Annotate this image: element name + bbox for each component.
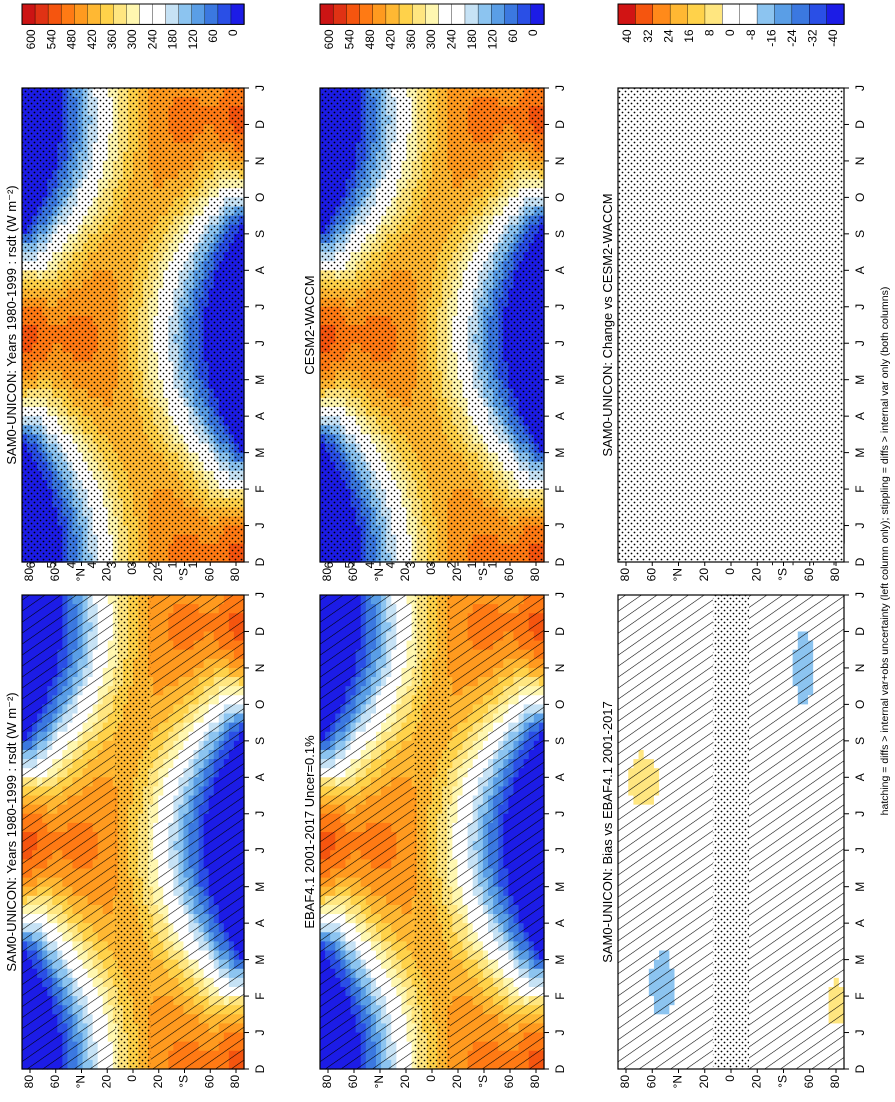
lat-tick-label: °S (177, 1075, 191, 1088)
panel-title: EBAF4.1 2001-2017 Uncer=0.1% (302, 735, 317, 929)
month-tick-label: J (253, 1030, 267, 1036)
month-tick-label: A (253, 773, 267, 781)
month-tick-label: A (553, 919, 567, 927)
month-tick-label: M (553, 955, 567, 965)
panel-p_model_left: D J F M A M J J A S O N D J 80 60 °N 20 0 20 °S 60 80 SAM0-UNIC… (4, 522, 267, 1089)
lat-tick-label: 80 (22, 1075, 36, 1089)
hatching-north (22, 595, 116, 1069)
lat-tick-label: 80 (528, 1075, 542, 1089)
month-tick-label: J (553, 1030, 567, 1036)
month-tick-label: O (553, 700, 567, 709)
month-tick-label: F (253, 992, 267, 999)
lat-tick-label: °S (476, 1075, 490, 1088)
month-tick-label: A (253, 919, 267, 927)
month-tick-label: S (253, 737, 267, 745)
lat-tick-label: 0 (125, 1075, 139, 1082)
lat-tick-label: 60 (346, 1075, 360, 1089)
month-tick-label: J (253, 847, 267, 853)
lat-tick-label: 60 (502, 1075, 516, 1089)
stippling (414, 595, 450, 1069)
panel-p_obs: D J F M A M J J A S O N D J 80 60 °N 20 0 20 °S 60 80 EBAF4.1 2… (302, 522, 567, 1089)
month-tick-label: J (253, 811, 267, 817)
month-tick-label: A (553, 773, 567, 781)
month-tick-label: J (553, 847, 567, 853)
lat-tick-label: 60 (48, 1075, 62, 1089)
lat-tick-label: °N (74, 1075, 88, 1088)
lat-tick-label: 0 (424, 1075, 438, 1082)
month-tick-label: D (253, 1064, 267, 1073)
month-tick-label: D (253, 627, 267, 636)
hatching-south (449, 595, 544, 1069)
month-tick-label: D (553, 627, 567, 636)
lat-tick-label: 80 (320, 1075, 334, 1089)
hatching-south (150, 595, 244, 1069)
month-tick-label: J (553, 811, 567, 817)
month-tick-label: M (553, 882, 567, 892)
lat-tick-label: 80 (228, 1075, 242, 1089)
lat-tick-label: 60 (202, 1075, 216, 1089)
lat-tick-label: 20 (99, 1075, 113, 1089)
month-tick-label: M (253, 882, 267, 892)
lat-tick-label: 20 (450, 1075, 464, 1089)
stippling (115, 595, 151, 1069)
lat-tick-label: °N (372, 1075, 386, 1088)
month-tick-label: D (553, 1064, 567, 1073)
lat-tick-label: 20 (398, 1075, 412, 1089)
month-tick-label: O (253, 700, 267, 709)
panel-title: SAM0-UNICON: Years 1980-1999 : rsdt (W m… (4, 692, 19, 971)
month-tick-label: N (553, 664, 567, 673)
month-tick-label: S (553, 737, 567, 745)
month-tick-label: J (553, 592, 567, 598)
lat-tick-label: 20 (151, 1075, 165, 1089)
month-tick-label: N (253, 664, 267, 673)
month-tick-label: J (253, 592, 267, 598)
month-tick-label: F (553, 992, 567, 999)
month-tick-label: M (253, 955, 267, 965)
hatching-north (320, 595, 415, 1069)
